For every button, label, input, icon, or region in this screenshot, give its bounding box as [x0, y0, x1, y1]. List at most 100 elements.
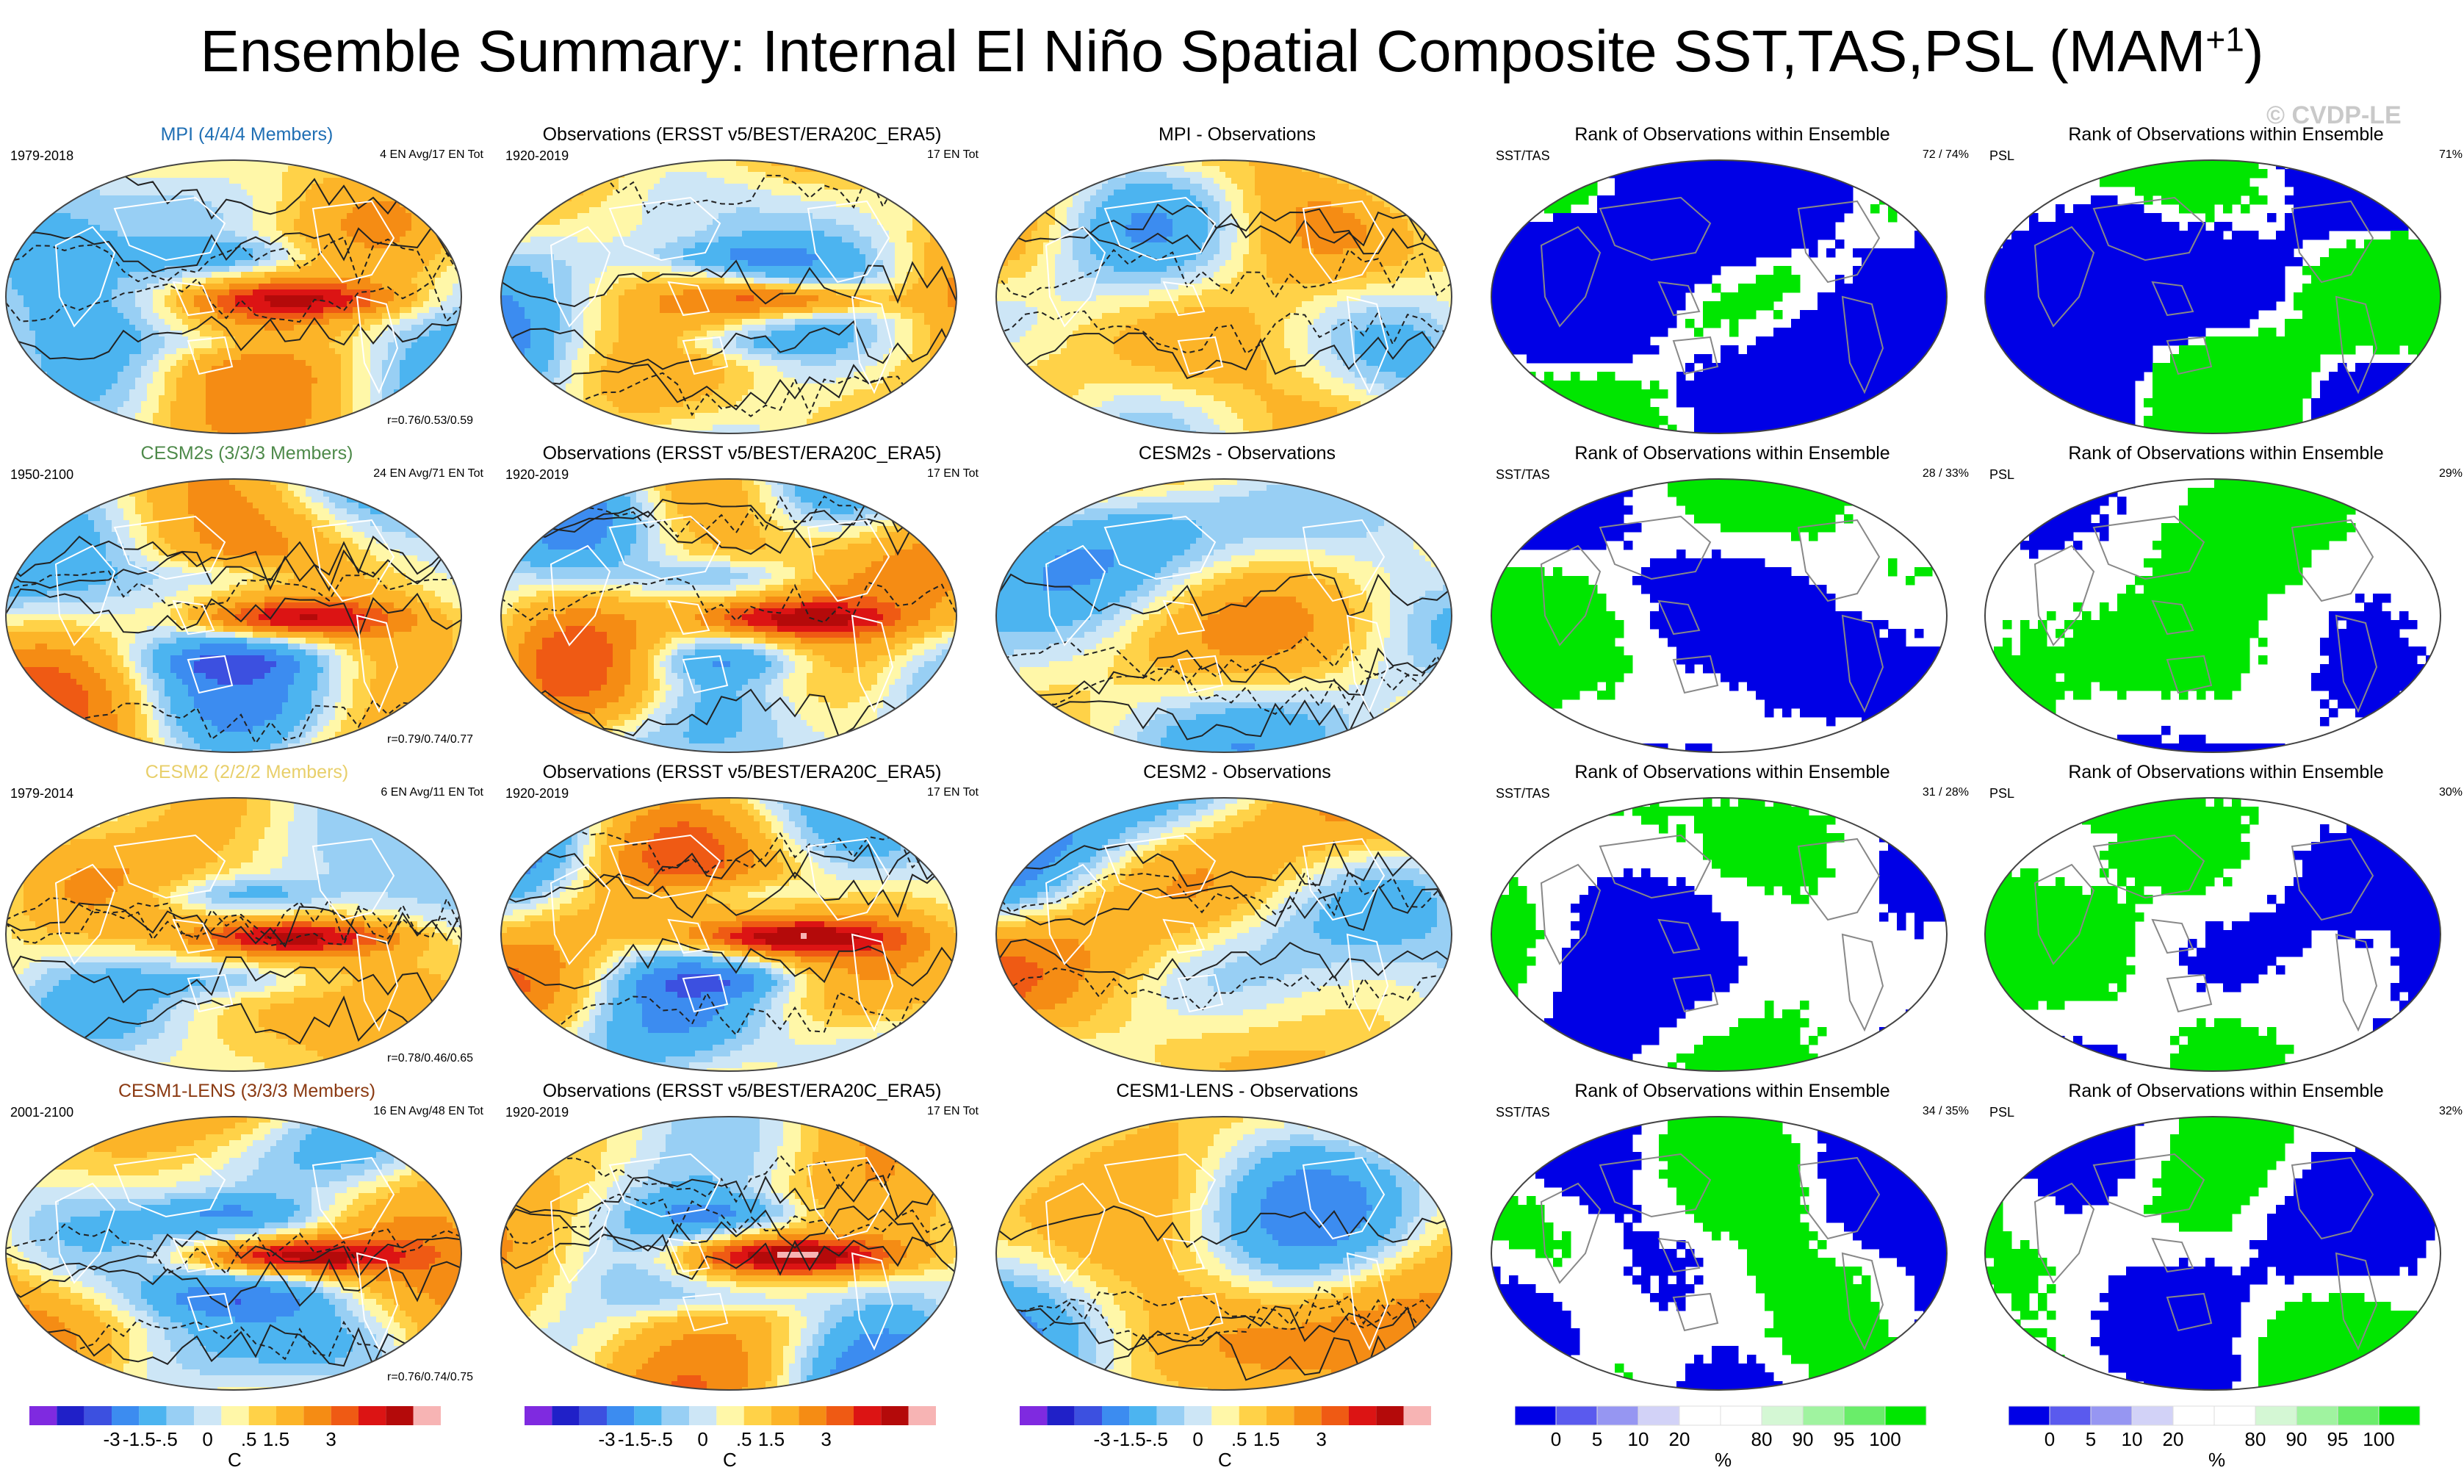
- years-label: 1920-2019: [505, 467, 569, 483]
- colorbar-tick-label: 5: [1592, 1428, 1602, 1450]
- colorbar-swatch: [1020, 1406, 1047, 1425]
- colorbar-swatch: [84, 1406, 112, 1425]
- map-panel-diff: CESM1-LENS - Observations: [995, 1080, 1480, 1397]
- colorbar-swatch: [744, 1406, 771, 1425]
- global-map: [1984, 795, 2442, 1078]
- colorbar-swatch: [1556, 1406, 1597, 1425]
- colorbar-tick-label: 1.5: [1253, 1428, 1280, 1450]
- panel-title: MPI - Observations: [995, 123, 1480, 145]
- colorbar-swatch: [1721, 1406, 1762, 1425]
- colorbar-swatch: [1047, 1406, 1074, 1425]
- rank-percent-label: 32%: [2439, 1105, 2463, 1118]
- panel-title: Rank of Observations within Ensemble: [1490, 442, 1975, 464]
- colorbar-swatch: [139, 1406, 166, 1425]
- panel-title: Rank of Observations within Ensemble: [1984, 1080, 2464, 1102]
- map-panel-obs: Observations (ERSST v5/BEST/ERA20C_ERA5)…: [500, 1080, 984, 1397]
- map-field: [1985, 1117, 2442, 1391]
- panel-title: Observations (ERSST v5/BEST/ERA20C_ERA5): [500, 123, 984, 145]
- event-count-label: 24 EN Avg/71 EN Tot: [373, 467, 483, 480]
- global-map: [995, 157, 1453, 441]
- panel-title: Rank of Observations within Ensemble: [1984, 123, 2464, 145]
- panel-title: CESM2s - Observations: [995, 442, 1480, 464]
- map-field: [1491, 798, 1948, 1072]
- map-panel-diff: MPI - Observations: [995, 123, 1480, 441]
- colorbar-tick-label: 95: [1834, 1428, 1855, 1450]
- colorbar-swatch: [2173, 1406, 2214, 1425]
- panel-title: CESM1-LENS (3/3/3 Members): [4, 1080, 489, 1102]
- colorbar-tick-label: -.5: [650, 1428, 672, 1450]
- colorbar-swatch: [799, 1406, 826, 1425]
- global-map: [995, 1114, 1453, 1397]
- colorbar-unit: %: [1715, 1449, 1732, 1472]
- colorbar-swatch: [1679, 1406, 1721, 1425]
- colorbar-tick-label: 0: [1192, 1428, 1203, 1450]
- map-panel-rank_sst: Rank of Observations within Ensemble SST/…: [1490, 442, 1975, 760]
- panel-title: Observations (ERSST v5/BEST/ERA20C_ERA5): [500, 442, 984, 464]
- colorbar-swatch: [1184, 1406, 1211, 1425]
- variable-label: SST/TAS: [1496, 467, 1550, 483]
- panel-title: Rank of Observations within Ensemble: [1984, 761, 2464, 783]
- colorbar-tick-label: 95: [2327, 1428, 2349, 1450]
- colorbar-swatch: [1885, 1406, 1926, 1425]
- colorbar-tick-label: 3: [325, 1428, 336, 1450]
- colorbar-tick-label: -.5: [155, 1428, 177, 1450]
- global-map: [1984, 1114, 2442, 1397]
- colorbar-swatch: [662, 1406, 689, 1425]
- colorbar-tick-label: 0: [2045, 1428, 2055, 1450]
- colorbar-swatch: [303, 1406, 331, 1425]
- colorbar-tick-label: 3: [1316, 1428, 1326, 1450]
- colorbar-unit: %: [2208, 1449, 2225, 1472]
- colorbar-tick-label: 10: [2122, 1428, 2143, 1450]
- colorbar-swatch: [1638, 1406, 1679, 1425]
- colorbar-tick-label: 20: [2163, 1428, 2184, 1450]
- years-label: 1979-2018: [10, 148, 73, 164]
- colorbar-swatch: [1762, 1406, 1803, 1425]
- pattern-correlation-label: r=0.78/0.46/0.65: [387, 1052, 473, 1065]
- colorbar-swatch: [1844, 1406, 1885, 1425]
- colorbar-tick-label: -.5: [1145, 1428, 1167, 1450]
- global-map: [4, 795, 463, 1078]
- colorbar-swatch: [1404, 1406, 1431, 1425]
- colorbar-swatch: [1157, 1406, 1184, 1425]
- years-label: 2001-2100: [10, 1105, 73, 1120]
- colorbar-swatch: [2132, 1406, 2173, 1425]
- colorbar-swatch: [386, 1406, 413, 1425]
- event-count-label: 17 EN Tot: [927, 786, 979, 799]
- colorbar-swatch: [1803, 1406, 1844, 1425]
- colorbar-swatch: [359, 1406, 386, 1425]
- variable-label: PSL: [1989, 148, 2014, 164]
- global-map: [1490, 1114, 1948, 1397]
- global-map: [995, 795, 1453, 1078]
- panel-title: Observations (ERSST v5/BEST/ERA20C_ERA5): [500, 761, 984, 783]
- pattern-correlation-label: r=0.76/0.53/0.59: [387, 414, 473, 428]
- global-map: [1984, 157, 2442, 441]
- colorbar-swatch: [2297, 1406, 2338, 1425]
- colorbar-swatch: [2091, 1406, 2132, 1425]
- pattern-correlation-label: r=0.76/0.74/0.75: [387, 1371, 473, 1384]
- global-map: [4, 1114, 463, 1397]
- variable-label: SST/TAS: [1496, 1105, 1550, 1120]
- colorbar-swatch: [854, 1406, 881, 1425]
- panel-title: Rank of Observations within Ensemble: [1490, 123, 1975, 145]
- colorbar-swatch: [2214, 1406, 2255, 1425]
- colorbar-swatch: [1597, 1406, 1638, 1425]
- colorbar-tick-label: 0: [1551, 1428, 1561, 1450]
- colorbar-swatch: [2255, 1406, 2297, 1425]
- colorbar-swatch: [2379, 1406, 2420, 1425]
- colorbar-swatch: [826, 1406, 854, 1425]
- panel-title: CESM1-LENS - Observations: [995, 1080, 1480, 1102]
- colorbar-tick-label: 80: [1751, 1428, 1773, 1450]
- colorbar-tick-label: -1.5: [618, 1428, 651, 1450]
- colorbar-tick-label: 1.5: [758, 1428, 785, 1450]
